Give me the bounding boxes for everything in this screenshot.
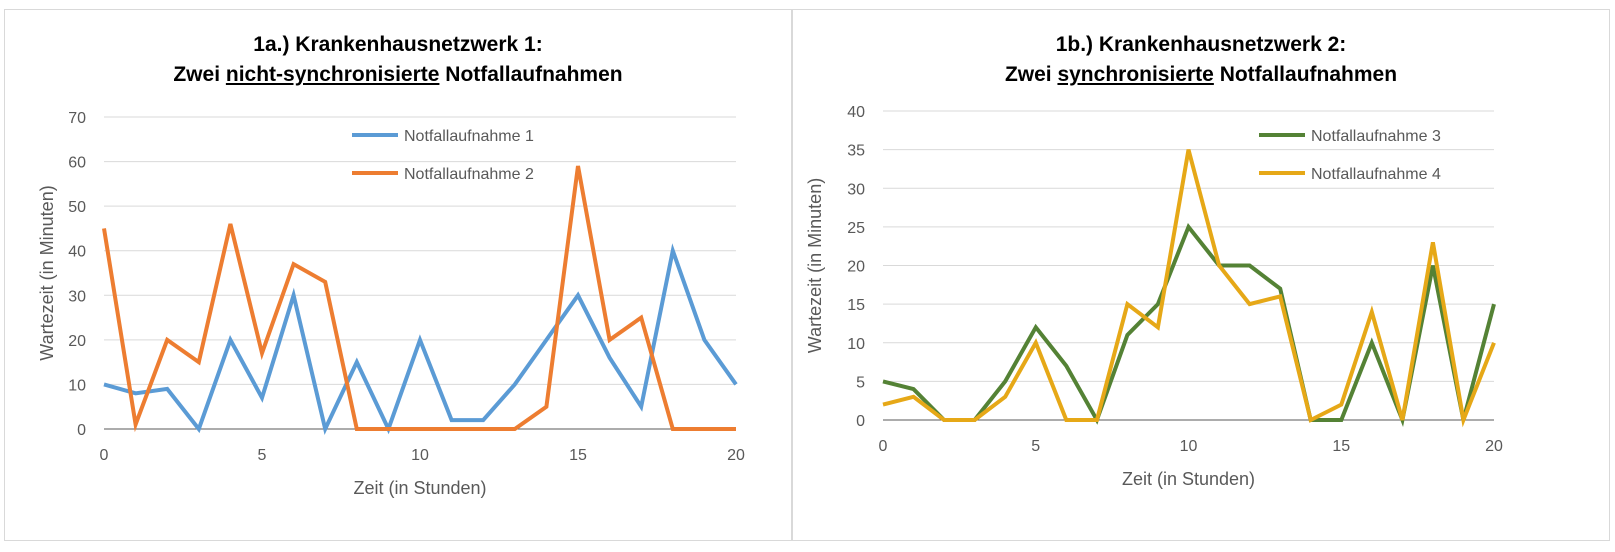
chart-title: 1b.) Krankenhausnetzwerk 2: Zwei synchro… [793, 30, 1609, 90]
chart-title-line2-post: Notfallaufnahmen [439, 63, 623, 86]
chart-1a-plot: 0 10 20 30 40 50 60 70 0 5 10 15 20 Zeit (in Stunden)… [37, 110, 745, 498]
chart-title-line2: Zwei nicht-synchronisierte Notfallaufnah… [5, 60, 791, 90]
x-tick-label: 0 [879, 438, 888, 455]
y-tick-label: 0 [77, 422, 86, 439]
y-tick-label: 30 [847, 181, 865, 198]
x-axis-label: Zeit (in Stunden) [1122, 469, 1255, 489]
legend-label: Notfallaufnahme 1 [404, 128, 534, 145]
chart-title-line2: Zwei synchronisierte Notfallaufnahmen [793, 60, 1609, 90]
series-line-notfallaufnahme-2 [102, 165, 736, 433]
chart-title-line2-post: Notfallaufnahmen [1213, 63, 1398, 86]
y-tick-label: 5 [856, 374, 865, 391]
y-axis-label: Wartezeit (in Minuten) [37, 185, 57, 360]
y-tick-label: 30 [68, 288, 86, 305]
y-axis-label: Wartezeit (in Minuten) [805, 178, 825, 353]
y-tick-label: 40 [68, 244, 86, 261]
y-tick-label: 10 [68, 377, 86, 394]
x-tick-label: 0 [100, 447, 109, 464]
y-tick-label: 60 [68, 155, 86, 172]
y-tick-label: 50 [68, 199, 86, 216]
series-line-notfallaufnahme-3 [882, 222, 1496, 428]
x-axis-label: Zeit (in Stunden) [353, 478, 486, 498]
y-tick-label: 20 [847, 259, 865, 276]
y-tick-label: 15 [847, 297, 865, 314]
x-tick-label: 20 [1485, 438, 1503, 455]
x-tick-label: 15 [569, 447, 587, 464]
series-line-notfallaufnahme-1 [103, 243, 738, 436]
x-tick-label: 10 [1180, 438, 1198, 455]
legend-label: Notfallaufnahme 2 [404, 166, 534, 183]
y-tick-label: 25 [847, 220, 865, 237]
y-tick-label: 0 [856, 413, 865, 430]
y-tick-label: 20 [68, 333, 86, 350]
chart-title-line2-underlined: nicht-synchronisierte [225, 63, 440, 86]
chart-title-line2-underlined: synchronisierte [1057, 63, 1214, 86]
x-tick-label: 15 [1332, 438, 1350, 455]
chart-title-line1: 1a.) Krankenhausnetzwerk 1: [253, 33, 543, 56]
x-tick-label: 20 [727, 447, 745, 464]
chart-panel-1b: 1b.) Krankenhausnetzwerk 2: Zwei synchro… [792, 9, 1610, 541]
y-tick-label: 70 [68, 110, 86, 127]
x-tick-label: 5 [1031, 438, 1040, 455]
y-tick-label: 35 [847, 143, 865, 160]
x-tick-label: 10 [411, 447, 429, 464]
chart-title-line1: 1b.) Krankenhausnetzwerk 2: [1055, 33, 1347, 56]
legend-label: Notfallaufnahme 3 [1311, 128, 1441, 145]
chart-1b-plot: 0 5 10 15 20 25 30 35 40 0 5 10 15 20 Zeit (in Stunden… [805, 104, 1503, 489]
chart-title: 1a.) Krankenhausnetzwerk 1: Zwei nicht-s… [5, 30, 791, 90]
chart-title-line2-pre: Zwei [173, 63, 226, 86]
legend-label: Notfallaufnahme 4 [1311, 166, 1441, 183]
x-tick-label: 5 [258, 447, 267, 464]
chart-panel-1a: 1a.) Krankenhausnetzwerk 1: Zwei nicht-s… [4, 9, 792, 541]
y-tick-label: 40 [847, 104, 865, 121]
y-tick-label: 10 [847, 336, 865, 353]
chart-title-line2-pre: Zwei [1004, 63, 1058, 86]
series-line-notfallaufnahme-4 [882, 149, 1496, 428]
